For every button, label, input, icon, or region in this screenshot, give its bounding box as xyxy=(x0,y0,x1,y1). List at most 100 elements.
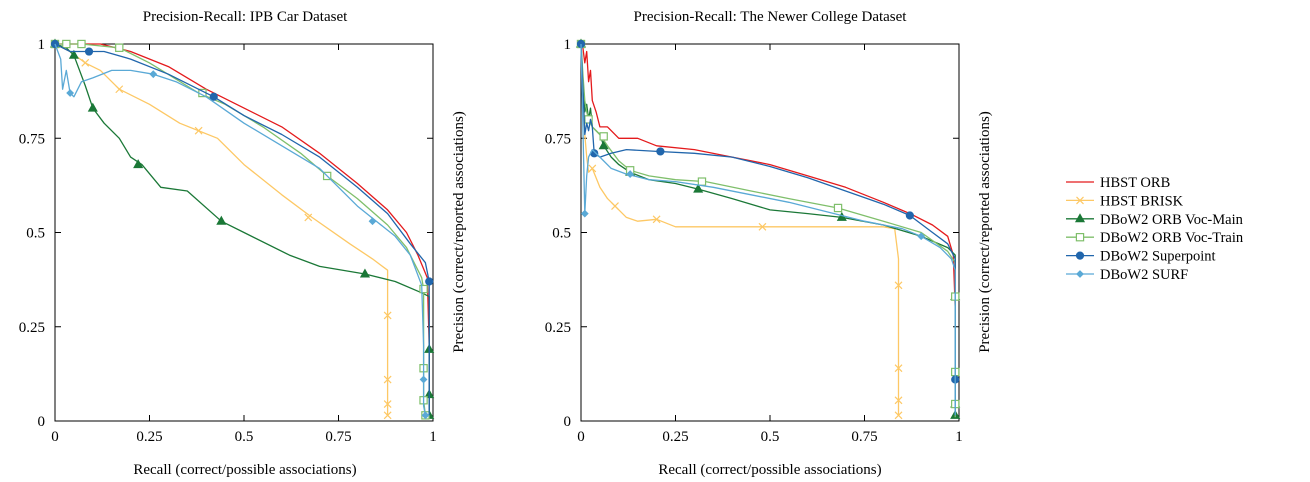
legend-entry-dbow2-orb-voc-main: DBoW2 ORB Voc-Main xyxy=(1066,212,1244,228)
series-hbst-orb xyxy=(580,43,956,418)
y-tick-label: 0.5 xyxy=(552,226,571,242)
x-tick-label: 0 xyxy=(51,429,59,445)
x-tick-label: 1 xyxy=(955,429,963,445)
data-point xyxy=(359,268,371,278)
series-line xyxy=(54,43,430,416)
data-point xyxy=(84,47,94,56)
legend-entry-hbst-orb: HBST ORB xyxy=(1066,175,1170,191)
data-point xyxy=(81,58,90,67)
data-point xyxy=(894,396,903,405)
data-point xyxy=(758,222,767,231)
legend-marker xyxy=(1074,213,1086,223)
data-point xyxy=(894,411,903,420)
chart-ipb-car: Precision-Recall: IPB Car Dataset 0 0.25 0… xyxy=(19,9,467,478)
tick-group: 0 0.25 0.5 0.75 1 0 0.25 0.5 0.75 1 xyxy=(545,37,963,445)
series-dbow2-surf xyxy=(54,43,430,420)
x-tick-label: 0 xyxy=(577,429,585,445)
series-dbow2-superpoint xyxy=(50,39,434,416)
data-point xyxy=(77,39,86,49)
series-group xyxy=(49,38,435,420)
data-point xyxy=(419,375,428,384)
data-point xyxy=(917,232,926,241)
data-point xyxy=(304,213,313,222)
data-point xyxy=(66,89,75,97)
data-point xyxy=(115,43,124,52)
data-point xyxy=(626,170,635,178)
data-point xyxy=(656,147,665,156)
data-point xyxy=(368,217,377,226)
data-point xyxy=(894,364,903,373)
chart-title: Precision-Recall: The Newer College Data… xyxy=(634,9,908,25)
data-point xyxy=(599,132,608,141)
data-point xyxy=(87,102,98,112)
y-tick-label: 0 xyxy=(38,414,46,430)
series-dbow2-surf xyxy=(580,43,956,416)
data-point xyxy=(611,202,619,211)
legend-label: DBoW2 SURF xyxy=(1100,267,1188,283)
data-point xyxy=(115,85,124,94)
data-point xyxy=(833,203,843,213)
series-hbst-brisk xyxy=(580,43,903,420)
data-point xyxy=(588,164,597,173)
chart-title: Precision-Recall: IPB Car Dataset xyxy=(143,9,348,25)
x-tick-label: 0.75 xyxy=(851,429,877,445)
legend-label: HBST BRISK xyxy=(1100,193,1184,209)
legend-label: DBoW2 ORB Voc-Main xyxy=(1100,212,1244,228)
series-hbst-brisk xyxy=(54,43,392,420)
data-point xyxy=(383,375,392,384)
data-point xyxy=(598,140,609,150)
data-point xyxy=(419,284,428,294)
legend-label: HBST ORB xyxy=(1100,175,1170,191)
y-axis-label: Precision (correct/reported associations… xyxy=(977,111,993,353)
data-point xyxy=(209,92,218,101)
y-axis-label: Precision (correct/reported associations… xyxy=(451,111,467,353)
series-line xyxy=(580,43,956,416)
y-tick-label: 0.75 xyxy=(545,131,571,147)
data-point xyxy=(68,49,79,59)
legend: HBST ORB HBST BRISK DBoW2 ORB Voc-Main DBoW… xyxy=(1066,175,1244,283)
x-tick-label: 0.25 xyxy=(662,429,688,445)
tick-group: 0 0.25 0.5 0.75 1 0 0.25 0.5 0.75 1 xyxy=(19,37,437,445)
data-point xyxy=(216,215,227,225)
legend-marker xyxy=(1075,233,1085,242)
series-line xyxy=(54,43,430,416)
data-point xyxy=(905,211,914,220)
data-point xyxy=(693,183,704,193)
data-point xyxy=(383,411,392,420)
x-tick-label: 0.75 xyxy=(325,429,351,445)
legend-label: DBoW2 ORB Voc-Train xyxy=(1100,230,1244,246)
y-tick-label: 0.5 xyxy=(26,226,45,242)
data-point xyxy=(194,126,203,135)
y-tick-label: 0 xyxy=(564,414,572,430)
y-tick-label: 1 xyxy=(564,37,572,53)
data-point xyxy=(62,39,71,49)
y-tick-label: 1 xyxy=(38,37,46,53)
legend-marker xyxy=(1076,196,1084,205)
data-point xyxy=(652,215,661,224)
legend-entry-dbow2-superpoint: DBoW2 Superpoint xyxy=(1066,249,1216,265)
x-axis-label: Recall (correct/possible associations) xyxy=(658,462,881,478)
series-line xyxy=(580,43,956,418)
x-tick-label: 0.25 xyxy=(136,429,162,445)
series-line xyxy=(580,43,956,416)
data-point xyxy=(383,311,392,320)
legend-marker xyxy=(1075,251,1085,260)
legend-entry-hbst-brisk: HBST BRISK xyxy=(1066,193,1184,209)
data-point xyxy=(697,177,707,186)
series-line xyxy=(580,43,900,416)
x-tick-label: 0.5 xyxy=(235,429,254,445)
data-point xyxy=(425,277,434,286)
x-axis-label: Recall (correct/possible associations) xyxy=(133,462,356,478)
data-point xyxy=(421,411,430,420)
legend-marker xyxy=(1076,270,1084,278)
data-point xyxy=(580,209,589,218)
y-tick-label: 0.75 xyxy=(19,131,45,147)
legend-entry-dbow2-orb-voc-train: DBoW2 ORB Voc-Train xyxy=(1066,230,1244,246)
y-tick-label: 0.25 xyxy=(19,320,45,336)
data-point xyxy=(894,281,903,290)
x-tick-label: 0.5 xyxy=(761,429,780,445)
x-tick-label: 1 xyxy=(429,429,437,445)
y-tick-label: 0.25 xyxy=(545,320,571,336)
legend-entry-dbow2-surf: DBoW2 SURF xyxy=(1066,267,1188,283)
